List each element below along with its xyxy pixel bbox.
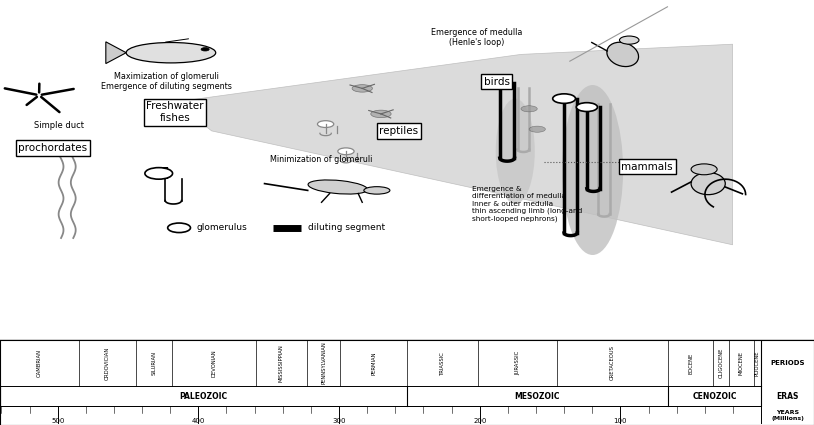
Ellipse shape: [308, 180, 368, 194]
Text: CRETACEOUS: CRETACEOUS: [610, 346, 615, 380]
Text: MIOCENE: MIOCENE: [738, 351, 744, 375]
Ellipse shape: [496, 99, 535, 204]
FancyArrowPatch shape: [165, 39, 189, 42]
Circle shape: [576, 103, 597, 111]
Circle shape: [489, 79, 510, 88]
Text: PERMIAN: PERMIAN: [371, 351, 376, 375]
Text: PLIOCENE: PLIOCENE: [755, 350, 759, 376]
Text: 100: 100: [614, 418, 627, 424]
Ellipse shape: [126, 42, 216, 63]
Ellipse shape: [370, 110, 391, 118]
Text: prochordates: prochordates: [19, 143, 87, 153]
Text: 400: 400: [191, 418, 205, 424]
Text: Emergence of medulla
(Henle's loop): Emergence of medulla (Henle's loop): [431, 28, 522, 47]
Text: JURASSIC: JURASSIC: [515, 351, 520, 375]
Polygon shape: [106, 42, 126, 64]
Text: OLIGOCENE: OLIGOCENE: [719, 348, 724, 378]
Text: PENNSYLVANIAN: PENNSYLVANIAN: [321, 342, 326, 384]
Text: Minimization of glomeruli: Minimization of glomeruli: [270, 155, 373, 164]
Ellipse shape: [691, 173, 725, 195]
Text: TRIASSIC: TRIASSIC: [440, 351, 445, 375]
Circle shape: [691, 164, 717, 175]
Text: diluting segment: diluting segment: [308, 223, 385, 232]
Text: Emergence &
differentiation of medulla
Inner & outer medulla
thin ascending limb: Emergence & differentiation of medulla I…: [472, 187, 582, 221]
Text: birds: birds: [484, 76, 510, 87]
Circle shape: [317, 121, 334, 128]
Text: ERAS: ERAS: [777, 391, 799, 401]
Circle shape: [553, 94, 575, 103]
Circle shape: [338, 148, 354, 155]
Text: 200: 200: [473, 418, 487, 424]
Text: PALEOZOIC: PALEOZOIC: [179, 391, 227, 401]
Text: mammals: mammals: [621, 162, 673, 172]
Text: Freshwater
fishes: Freshwater fishes: [147, 102, 204, 123]
Text: 500: 500: [51, 418, 64, 424]
Text: SILURIAN: SILURIAN: [151, 351, 156, 375]
Ellipse shape: [364, 187, 390, 194]
Text: CAMBRIAN: CAMBRIAN: [37, 349, 42, 377]
Text: reptiles: reptiles: [379, 126, 418, 136]
Text: EOCENE: EOCENE: [689, 352, 694, 374]
Text: CENOZOIC: CENOZOIC: [693, 391, 737, 401]
Ellipse shape: [529, 126, 545, 132]
Text: YEARS
(Millions): YEARS (Millions): [771, 410, 804, 421]
Text: Simple duct: Simple duct: [33, 121, 84, 130]
Ellipse shape: [352, 85, 373, 92]
Circle shape: [145, 167, 173, 179]
Polygon shape: [175, 44, 733, 245]
Text: MESOZOIC: MESOZOIC: [514, 391, 560, 401]
Text: 300: 300: [332, 418, 346, 424]
Text: DEVONIAN: DEVONIAN: [212, 349, 217, 377]
Text: Maximization of glomeruli
Emergence of diluting segments: Maximization of glomeruli Emergence of d…: [102, 72, 232, 91]
Circle shape: [168, 223, 190, 232]
Text: MISSISSIPPIAN: MISSISSIPPIAN: [279, 344, 284, 382]
Ellipse shape: [562, 85, 624, 255]
Circle shape: [201, 48, 209, 51]
Text: glomerulus: glomerulus: [197, 223, 247, 232]
Ellipse shape: [521, 106, 537, 112]
Text: ORDOVICIAN: ORDOVICIAN: [105, 346, 110, 380]
Text: PERIODS: PERIODS: [770, 360, 805, 366]
Circle shape: [619, 36, 639, 44]
Ellipse shape: [607, 42, 638, 67]
